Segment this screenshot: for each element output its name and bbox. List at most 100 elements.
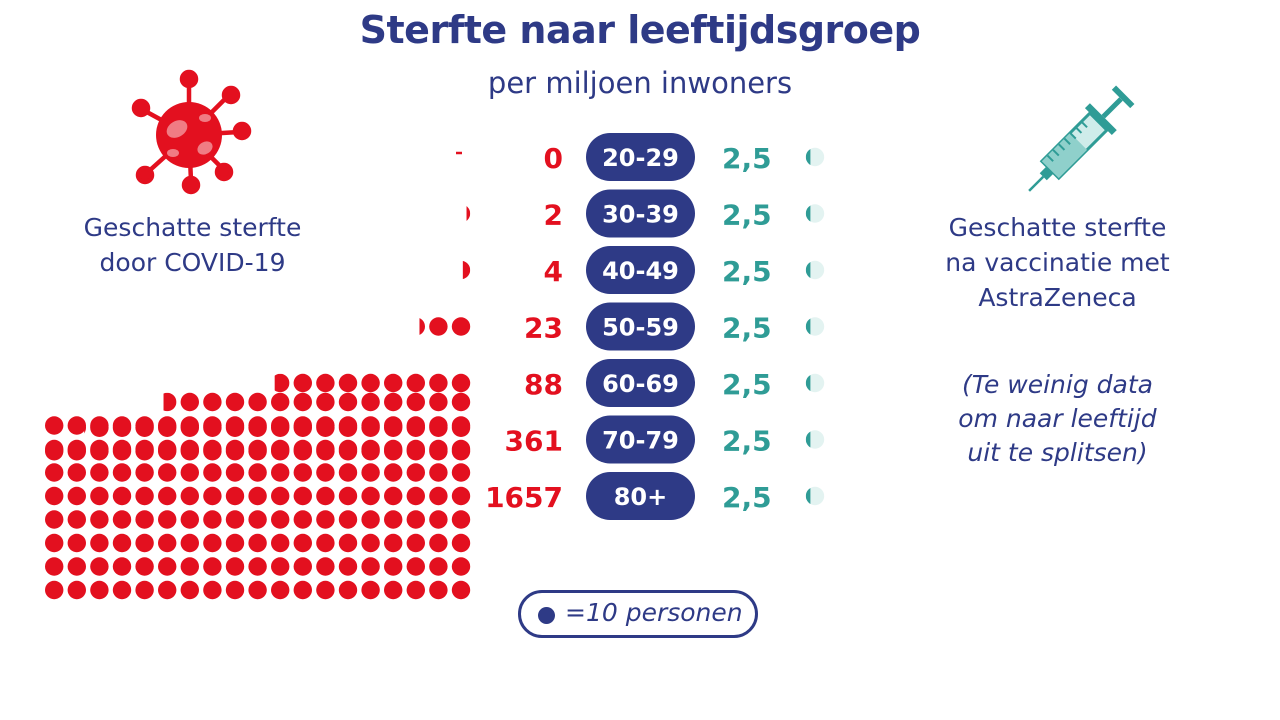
- covid-dot: [225, 533, 245, 553]
- covid-dot: [225, 463, 245, 482]
- covid-dot: [90, 416, 109, 435]
- covid-dot: [384, 533, 403, 553]
- covid-dot: [112, 533, 132, 553]
- covid-dot: [361, 373, 380, 393]
- covid-dot: [158, 510, 177, 529]
- covid-dot: [90, 533, 109, 553]
- covid-value: 23: [524, 312, 563, 345]
- covid-dot: [158, 486, 177, 506]
- covid-dot: [158, 439, 177, 459]
- legend-text: =10 personen: [565, 598, 743, 627]
- vaccine-dot: [805, 147, 825, 167]
- covid-dot: [135, 486, 154, 506]
- covid-dot: [45, 533, 64, 553]
- covid-dot: [271, 580, 290, 600]
- covid-dot: [406, 373, 425, 393]
- covid-dot: [451, 580, 471, 600]
- covid-dot: [135, 580, 154, 600]
- covid-dot: [135, 533, 154, 553]
- covid-dot: [45, 510, 64, 529]
- covid-dot: [451, 373, 471, 393]
- covid-dot: [90, 463, 109, 482]
- vaccine-value: 2,5: [722, 312, 772, 345]
- covid-dot: [419, 318, 425, 335]
- covid-dot: [293, 580, 312, 600]
- covid-dot: [361, 486, 380, 506]
- covid-dot: [406, 533, 425, 553]
- covid-dot: [203, 463, 222, 482]
- covid-dot: [90, 557, 109, 576]
- age-badge: [586, 302, 695, 351]
- covid-dot: [158, 416, 177, 435]
- covid-dot: [406, 416, 425, 435]
- vaccine-value: 2,5: [722, 425, 772, 458]
- covid-dot: [361, 463, 380, 482]
- age-label: 20-29: [602, 144, 679, 172]
- covid-dot: [203, 533, 222, 553]
- covid-dot: [316, 373, 335, 393]
- covid-dot: [384, 557, 403, 576]
- vaccine-value: 2,5: [722, 199, 772, 232]
- covid-dot: [429, 439, 448, 459]
- covid-dot: [361, 580, 380, 600]
- covid-value: 88: [524, 368, 563, 401]
- covid-dot: [451, 510, 471, 529]
- vaccine-dot: [805, 430, 825, 449]
- covid-dot: [384, 463, 403, 482]
- covid-dot: [180, 510, 199, 529]
- covid-dot: [203, 416, 222, 435]
- covid-dot: [135, 439, 154, 459]
- covid-dot: [316, 486, 335, 506]
- covid-dot: [406, 580, 425, 600]
- covid-dot: [429, 317, 448, 336]
- covid-value: 1657: [485, 481, 563, 514]
- covid-dot: [225, 392, 245, 412]
- covid-dot: [361, 392, 380, 412]
- covid-dot: [293, 392, 312, 412]
- vaccine-dot-fill: [805, 318, 811, 335]
- covid-dot: [406, 486, 425, 506]
- age-label: 70-79: [602, 427, 679, 455]
- covid-dot: [271, 533, 290, 553]
- covid-dot: [248, 439, 267, 459]
- age-badge: [586, 246, 695, 294]
- covid-dot: [429, 510, 448, 529]
- covid-dot: [180, 416, 199, 435]
- covid-dot: [180, 580, 199, 600]
- covid-dot: [112, 463, 132, 482]
- covid-dot: [293, 510, 312, 529]
- covid-dot: [338, 580, 358, 600]
- vaccine-dot-fill: [805, 262, 811, 278]
- vaccine-note: (Te weinig data om naar leeftijd uit te …: [958, 370, 1157, 467]
- covid-dot: [67, 416, 87, 435]
- vaccine-dot: [805, 204, 825, 223]
- covid-value: 2: [544, 199, 563, 232]
- covid-dot: [225, 580, 245, 600]
- covid-dot: [225, 510, 245, 529]
- covid-dot: [180, 533, 199, 553]
- covid-dot: [384, 486, 403, 506]
- age-label: 60-69: [602, 370, 679, 398]
- covid-dot: [293, 373, 312, 393]
- vaccine-dot-fill: [805, 375, 811, 391]
- covid-dot: [180, 463, 199, 482]
- covid-dot: [67, 486, 87, 506]
- covid-dot: [158, 463, 177, 482]
- covid-dot: [248, 392, 267, 412]
- chart-title: Sterfte naar leeftijdsgroep: [359, 8, 921, 52]
- age-badge: [586, 133, 695, 181]
- covid-dot: [451, 533, 471, 553]
- covid-dot: [384, 439, 403, 459]
- covid-dot: [316, 416, 335, 435]
- covid-dot: [451, 557, 471, 576]
- covid-dot: [271, 486, 290, 506]
- covid-dot: [293, 416, 312, 435]
- age-label: 80+: [614, 483, 668, 511]
- covid-dot: [338, 392, 358, 412]
- covid-dot: [271, 510, 290, 529]
- covid-dot: [203, 557, 222, 576]
- covid-dot: [163, 392, 177, 412]
- covid-value: 361: [505, 425, 563, 458]
- covid-dot: [316, 439, 335, 459]
